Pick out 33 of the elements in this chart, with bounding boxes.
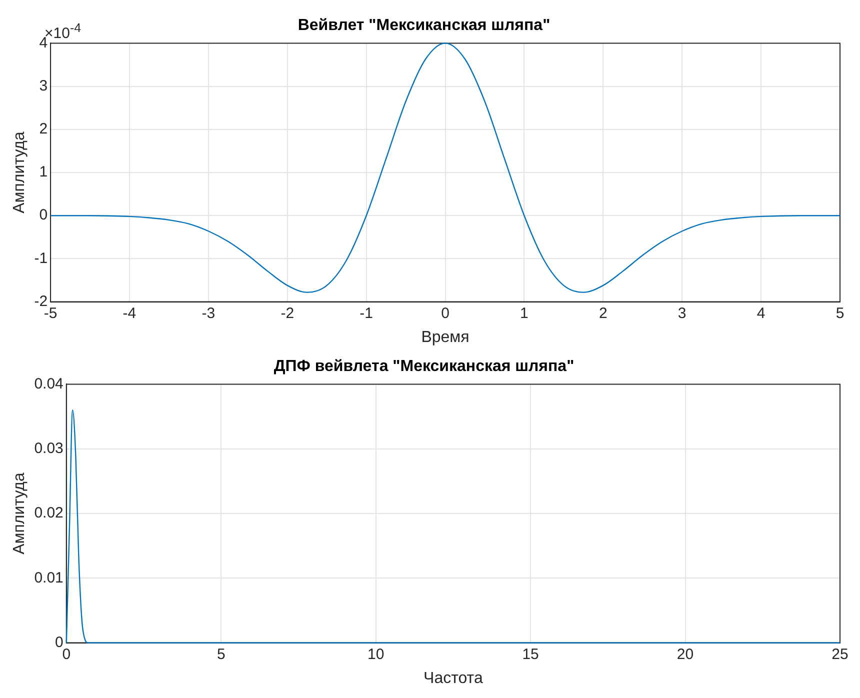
y-tick-label: -1: [34, 250, 48, 267]
y-tick-label: 2: [39, 120, 48, 138]
y-tick-label: 0.04: [34, 375, 64, 392]
x-tick-label: 5: [216, 646, 226, 663]
y-axis-title: Амплитуда: [11, 131, 28, 214]
y-tick-label: 0.01: [34, 569, 64, 586]
x-tick-label: 4: [756, 304, 766, 322]
x-tick-label: 20: [676, 646, 694, 663]
x-tick-label: -2: [280, 304, 294, 322]
x-axis-title: Время: [421, 328, 470, 346]
chart-title: Вейвлет "Мексиканская шляпа": [298, 17, 550, 34]
text: ×10$^{-4}$: [44, 21, 82, 42]
x-tick-label: 1: [520, 304, 528, 322]
x-tick-label: -1: [360, 304, 373, 322]
x-tick-label: 5: [836, 304, 844, 322]
x-tick-label: 2: [598, 304, 608, 322]
x-tick-label: 10: [367, 646, 384, 663]
y-tick-label: 3: [39, 77, 48, 94]
line-series: [50, 42, 841, 293]
y-tick-label: 0: [55, 634, 64, 651]
x-tick-label: 25: [832, 646, 848, 663]
y-tick-label: 0.02: [34, 504, 64, 522]
x-tick-label: -4: [122, 304, 136, 322]
x-tick-label: -3: [202, 304, 216, 322]
chart-title: ДПФ вейвлета "Мексиканская шляпа": [274, 358, 574, 376]
y-tick-label: 0: [39, 206, 48, 224]
x-tick-label: 15: [522, 646, 539, 663]
x-axis-title: Частота: [424, 670, 483, 687]
y-tick-label: 0.03: [34, 440, 64, 457]
x-tick-label: 0: [441, 304, 450, 322]
y-axis-title: Амплитуда: [11, 472, 28, 554]
x-tick-label: 3: [678, 304, 686, 322]
y-tick-label: 1: [39, 164, 48, 181]
